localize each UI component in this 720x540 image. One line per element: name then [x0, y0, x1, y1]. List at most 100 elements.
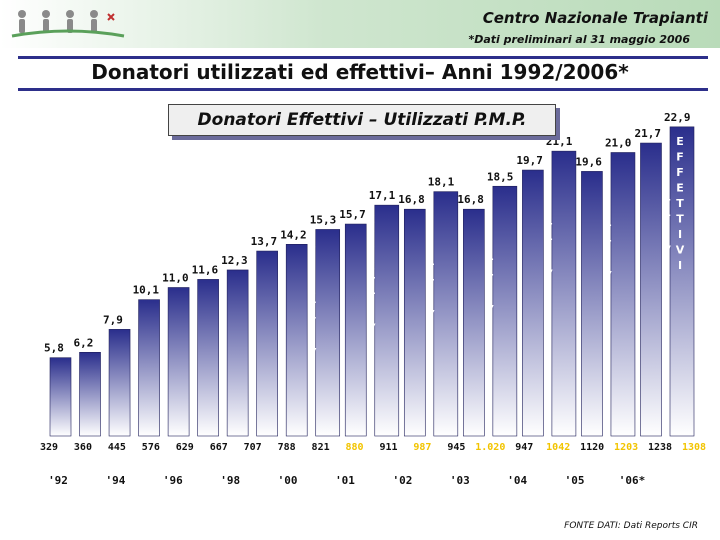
- bar-10: [344, 223, 367, 437]
- value-label-14: 16,8: [457, 193, 484, 206]
- effettivi-letter-6-4: T: [663, 197, 671, 210]
- value-label-0: 5,8: [44, 342, 64, 355]
- value-label-1: 6,2: [74, 336, 94, 349]
- effettivi-letter-7-3: E: [676, 181, 684, 194]
- count-label-17: 1203: [614, 442, 638, 453]
- value-label-13: 18,1: [428, 176, 455, 189]
- value-label-2: 7,9: [103, 313, 123, 326]
- bar-13: [433, 191, 459, 437]
- count-label-13: 1.020: [475, 442, 505, 453]
- effettivi-letter-0-3: E: [308, 284, 316, 297]
- bar-9: [315, 229, 341, 437]
- bar-4: [167, 287, 190, 437]
- effettivi-letter-1-4: T: [367, 275, 375, 288]
- effettivi-letter-3-1: F: [486, 210, 494, 223]
- effettivi-letter-7-5: T: [676, 212, 684, 225]
- count-label-2: 445: [108, 442, 126, 453]
- bar-1: [79, 351, 101, 437]
- count-label-18: 1238: [648, 442, 672, 453]
- effettivi-letter-4-0: E: [545, 159, 553, 172]
- count-label-9: 880: [345, 442, 363, 453]
- bar-17: [551, 150, 577, 437]
- effettivi-letter-3-0: E: [486, 194, 494, 207]
- effettivi-letter-3-4: T: [486, 256, 494, 269]
- value-label-10: 15,7: [339, 208, 366, 221]
- bar-16: [522, 169, 544, 437]
- effettivi-letter-5-8: I: [605, 285, 609, 298]
- effettivi-letter-4-7: V: [544, 268, 553, 281]
- count-label-3: 576: [142, 442, 160, 453]
- value-label-8: 14,2: [280, 228, 307, 241]
- effettivi-letter-1-5: T: [367, 291, 375, 304]
- effettivi-letter-4-6: I: [546, 252, 550, 265]
- effettivi-letter-5-5: T: [604, 238, 612, 251]
- effettivi-letter-3-2: F: [486, 225, 494, 238]
- bar-2: [108, 329, 131, 437]
- count-label-10: 911: [379, 442, 397, 453]
- effettivi-letter-1-0: E: [367, 213, 375, 226]
- bar-3: [138, 299, 160, 437]
- value-label-18: 19,6: [575, 155, 602, 168]
- header-band: [0, 0, 720, 48]
- count-label-15: 1042: [546, 442, 570, 453]
- effettivi-letter-0-1: F: [308, 253, 316, 266]
- effettivi-letter-2-2: F: [427, 231, 435, 244]
- effettivi-letter-4-3: E: [545, 206, 553, 219]
- effettivi-letter-5-6: I: [605, 254, 609, 267]
- effettivi-letter-7-6: I: [678, 228, 682, 241]
- count-label-5: 667: [210, 442, 228, 453]
- effettivi-letter-2-6: I: [428, 293, 432, 306]
- count-label-19: 1308: [682, 442, 706, 453]
- effettivi-letter-2-0: E: [427, 200, 435, 213]
- value-label-17: 21,1: [546, 135, 573, 148]
- title-rule-top: [18, 56, 708, 59]
- bar-20: [640, 142, 662, 437]
- effettivi-letter-3-7: V: [485, 303, 494, 316]
- effettivi-letter-5-1: F: [604, 176, 612, 189]
- count-label-12: 945: [447, 442, 465, 453]
- effettivi-letter-0-4: T: [308, 299, 316, 312]
- bar-6: [226, 269, 249, 437]
- effettivi-letter-6-8: I: [664, 259, 668, 272]
- effettivi-letter-2-4: T: [427, 262, 435, 275]
- value-label-4: 11,0: [162, 272, 189, 285]
- value-label-5: 11,6: [192, 263, 219, 276]
- bar-18: [581, 171, 603, 437]
- value-label-11: 17,1: [369, 189, 396, 202]
- effettivi-letter-6-2: F: [663, 166, 671, 179]
- effettivi-letter-2-3: E: [427, 246, 435, 259]
- chart-title-box: Donatori Effettivi – Utilizzati P.M.P.: [168, 104, 556, 136]
- effettivi-letter-2-8: I: [428, 324, 432, 337]
- effettivi-letter-4-2: F: [545, 190, 553, 203]
- effettivi-letter-0-7: V: [308, 346, 317, 359]
- value-label-6: 12,3: [221, 254, 248, 267]
- count-label-8: 821: [312, 442, 330, 453]
- x-tick-label-5: '01: [335, 474, 355, 487]
- effettivi-letter-3-8: I: [487, 318, 491, 331]
- effettivi-letter-1-2: F: [367, 244, 375, 257]
- effettivi-letter-7-2: F: [676, 166, 684, 179]
- value-label-21: 22,9: [664, 111, 691, 124]
- effettivi-letter-1-1: F: [367, 229, 375, 242]
- logo-figures-icon: [11, 10, 125, 38]
- x-tick-label-3: '98: [220, 474, 240, 487]
- bar-8: [285, 244, 308, 437]
- bar-7: [256, 250, 278, 437]
- effettivi-letter-4-1: F: [545, 175, 553, 188]
- source-note: FONTE DATI: Dati Reports CIR: [564, 521, 698, 531]
- effettivi-letter-3-3: E: [486, 241, 494, 254]
- value-label-16: 19,7: [516, 154, 543, 167]
- effettivi-letter-2-5: T: [427, 277, 435, 290]
- effettivi-letter-3-5: T: [486, 272, 494, 285]
- effettivi-letter-7-8: I: [678, 259, 682, 272]
- count-label-4: 629: [176, 442, 194, 453]
- effettivi-letter-1-8: I: [369, 337, 373, 350]
- value-label-20: 21,7: [634, 127, 661, 140]
- effettivi-letter-6-3: E: [663, 181, 671, 194]
- effettivi-letter-1-3: E: [367, 260, 375, 273]
- value-label-3: 10,1: [133, 284, 160, 297]
- effettivi-letter-7-1: F: [676, 150, 684, 163]
- effettivi-letter-0-6: I: [310, 330, 314, 343]
- x-tick-label-9: '05: [565, 474, 585, 487]
